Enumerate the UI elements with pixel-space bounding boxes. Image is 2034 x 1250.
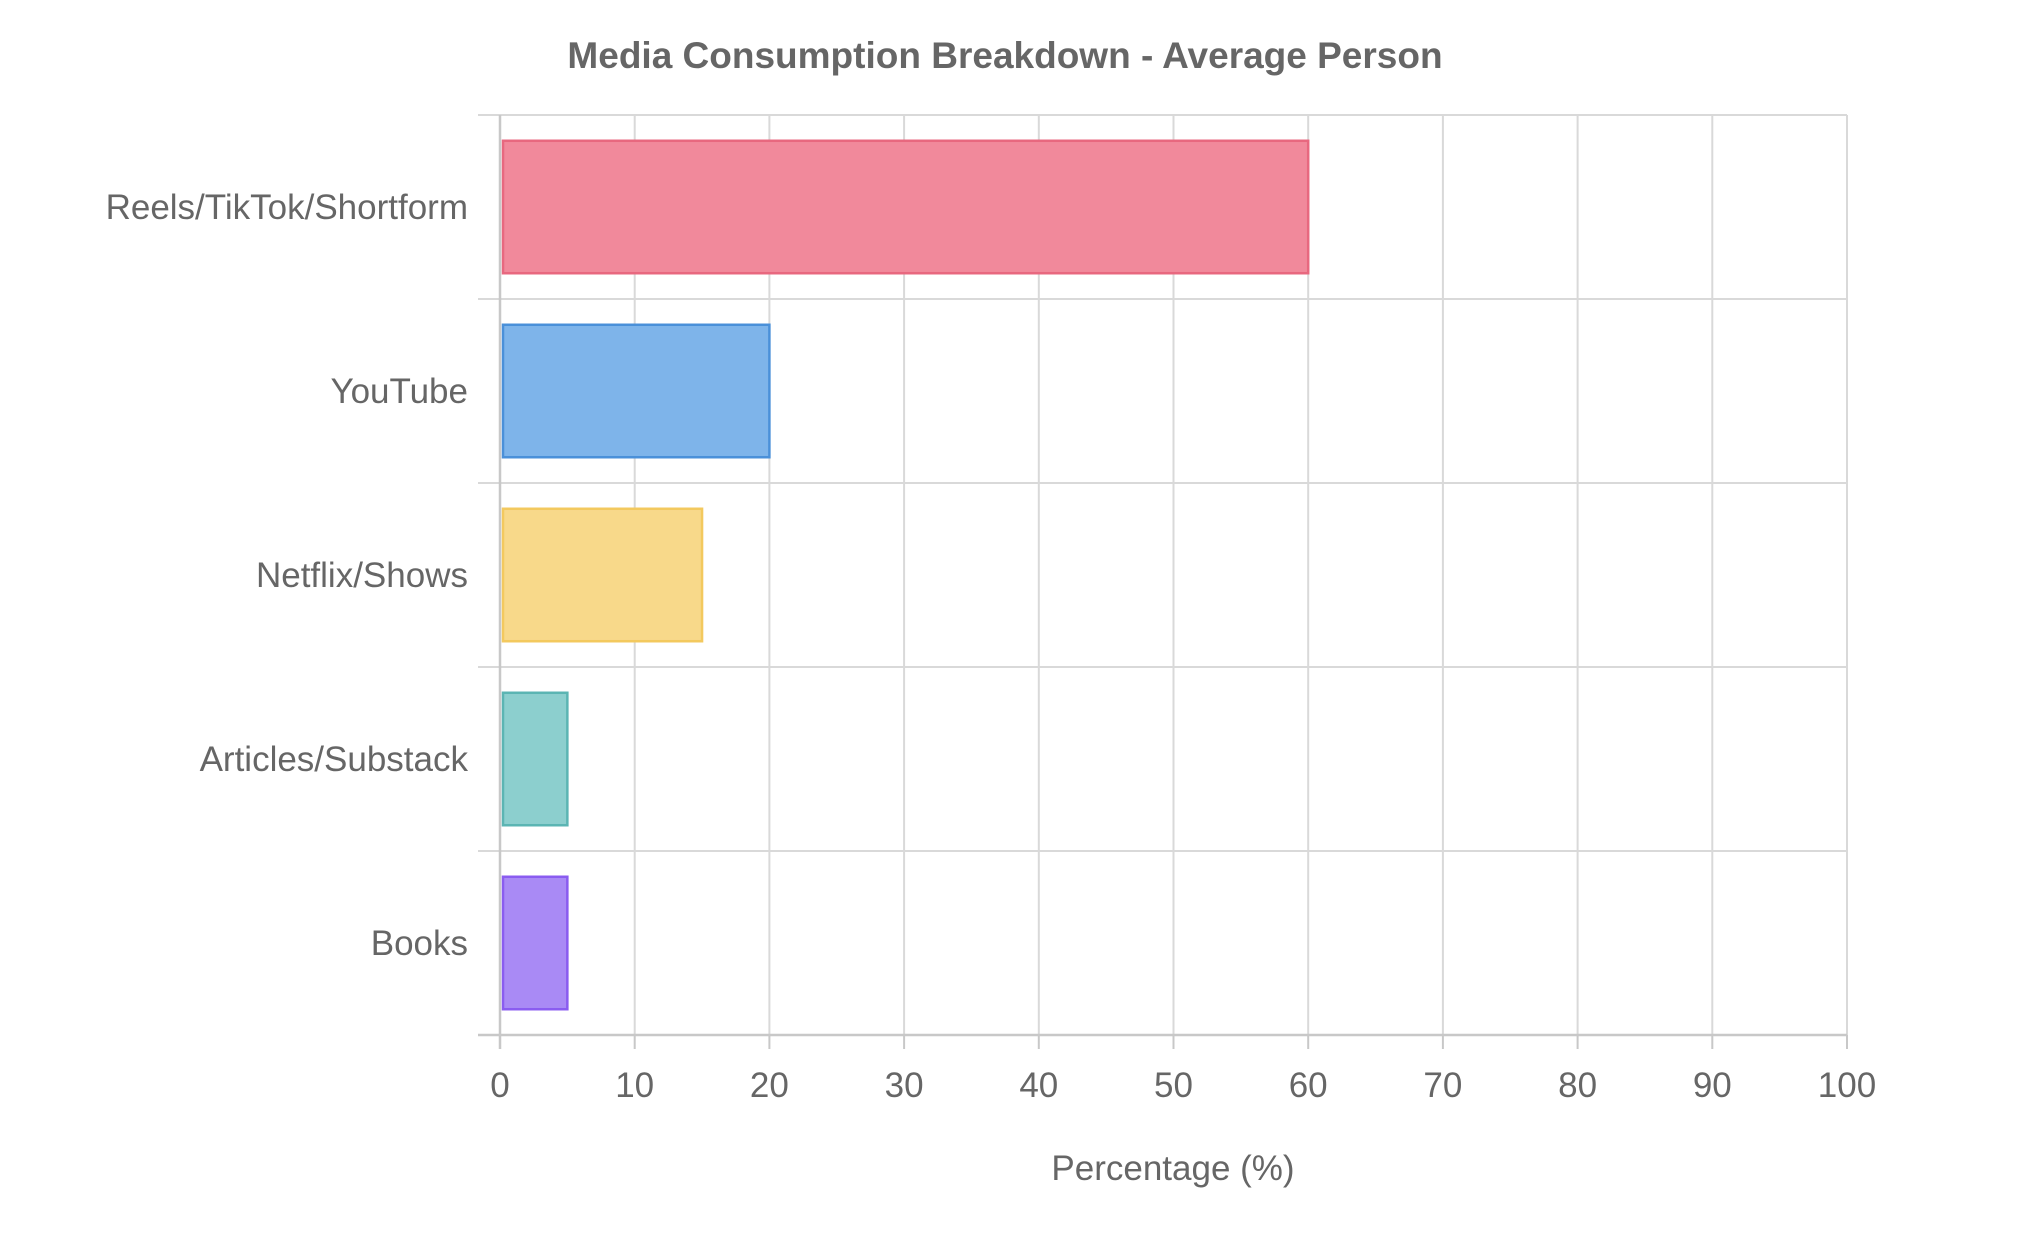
category-label: Netflix/Shows [256, 556, 468, 595]
bar-netflix-shows[interactable] [501, 507, 704, 643]
x-tick-label: 10 [615, 1066, 654, 1105]
x-tick-label: 0 [490, 1066, 509, 1105]
x-axis-title: Percentage (%) [1051, 1149, 1294, 1188]
bar-books[interactable] [501, 875, 569, 1011]
category-label: Articles/Substack [200, 740, 469, 779]
x-tick-label: 60 [1289, 1066, 1328, 1105]
x-tick-label: 30 [885, 1066, 924, 1105]
chart-title: Media Consumption Breakdown - Average Pe… [567, 35, 1442, 76]
bars [501, 139, 1310, 1011]
axes [478, 115, 1848, 1049]
x-tick-label: 50 [1154, 1066, 1193, 1105]
x-tick-label: 70 [1423, 1066, 1462, 1105]
bar-articles-substack[interactable] [501, 691, 569, 827]
bar-reels-tiktok-shortform[interactable] [501, 139, 1310, 275]
x-tick-label: 40 [1019, 1066, 1058, 1105]
bar-youtube[interactable] [501, 323, 771, 459]
x-tick-labels: 0 10 20 30 40 50 60 70 80 90 100 [490, 1066, 1876, 1105]
x-tick-label: 20 [750, 1066, 789, 1105]
category-label: Books [371, 924, 468, 963]
category-label: YouTube [330, 372, 468, 411]
category-label: Reels/TikTok/Shortform [106, 188, 468, 227]
category-labels: Reels/TikTok/Shortform YouTube Netflix/Sho… [106, 188, 469, 963]
x-tick-label: 90 [1693, 1066, 1732, 1105]
x-tick-label: 100 [1818, 1066, 1876, 1105]
x-tick-label: 80 [1558, 1066, 1597, 1105]
